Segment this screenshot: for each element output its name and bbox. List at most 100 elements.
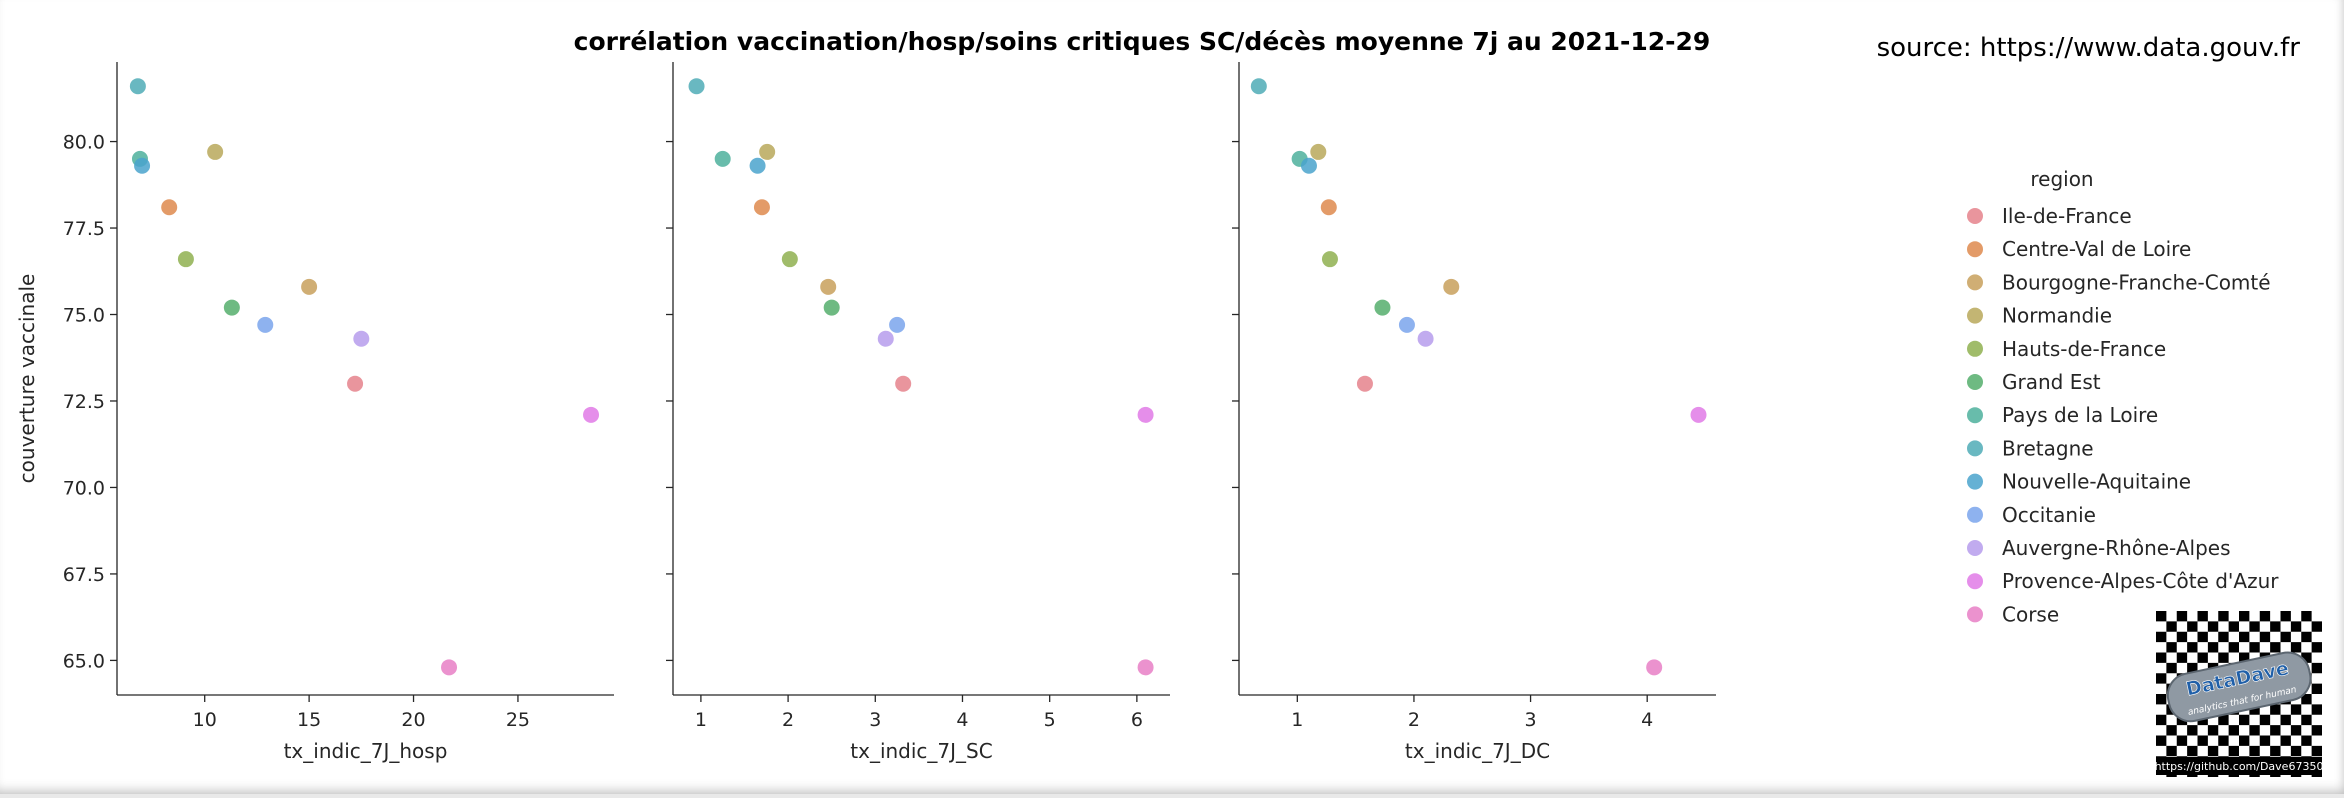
checker-cell [2249, 745, 2260, 757]
x-tick-label: 20 [401, 709, 425, 731]
checker-cell [2156, 735, 2167, 746]
point-bourgogne-franche-comte [820, 278, 837, 295]
checker-cell [2197, 631, 2208, 643]
checker-cell [2187, 621, 2198, 632]
checker-cell [2176, 631, 2188, 643]
point-grand-est [1374, 299, 1391, 316]
legend-label: Pays de la Loire [2002, 403, 2158, 427]
y-tick-label: 65.0 [63, 650, 105, 672]
x-tick-label: 6 [1131, 709, 1143, 731]
y-tick-label: 80.0 [63, 132, 105, 154]
point-occitanie [1398, 316, 1415, 333]
x-axis-label: tx_indic_7J_DC [1405, 739, 1550, 763]
checker-cell [2270, 642, 2281, 653]
legend-item-ile-de-france: Ile-de-France [1967, 204, 2132, 228]
point-bourgogne-franche-comte [1443, 278, 1460, 295]
checker-cell [2270, 725, 2281, 736]
legend-label: Normandie [2002, 304, 2112, 328]
x-tick-label: 15 [297, 709, 321, 731]
legend-item-pays-de-la-loire: Pays de la Loire [1967, 403, 2158, 427]
checker-cell [2301, 694, 2312, 705]
checker-cell [2270, 704, 2281, 715]
legend-marker [1967, 407, 1983, 424]
point-hauts-de-france [781, 251, 798, 268]
checker-cell [2259, 735, 2271, 746]
legend-marker [1967, 307, 1983, 324]
checker-cell [2156, 652, 2167, 663]
checker-cell [2270, 745, 2281, 757]
checker-cell [2301, 611, 2312, 622]
checker-cell [2311, 662, 2322, 674]
checker-cell [2301, 735, 2312, 746]
checker-cell [2166, 642, 2177, 653]
x-tick-label: 4 [956, 709, 968, 731]
checker-cell [2249, 642, 2260, 653]
x-tick-label: 4 [1641, 709, 1653, 731]
legend-label: Occitanie [2002, 503, 2096, 527]
facet-panels: 65.067.570.072.575.077.580.010 15 20 25tx_i… [15, 62, 1716, 763]
checker-cell [2156, 673, 2167, 684]
legend-marker [1967, 340, 1983, 357]
legend-item-corse: Corse [1967, 602, 2059, 626]
y-tick-label: 67.5 [63, 564, 105, 586]
point-occitanie [257, 316, 274, 333]
checker-cell [2311, 621, 2322, 632]
y-tick-label: 72.5 [63, 391, 105, 413]
point-pays-de-la-loire [714, 150, 731, 167]
checker-cell [2218, 611, 2229, 622]
checker-cell [2197, 652, 2208, 663]
point-grand-est [223, 299, 240, 316]
checker-cell [2239, 735, 2250, 746]
point-bourgogne-franche-comte [301, 278, 318, 295]
checker-cell [2166, 725, 2177, 736]
checker-cell [2207, 745, 2219, 757]
checker-cell [2301, 631, 2312, 643]
point-hauts-de-france [1321, 251, 1338, 268]
checker-cell [2301, 714, 2312, 726]
legend-marker [1967, 473, 1983, 490]
point-corse [441, 659, 458, 676]
point-grand-est [823, 299, 840, 316]
point-centre-val-de-loire [161, 199, 178, 216]
logo-url-strip [2156, 757, 2322, 775]
checker-cell [2239, 631, 2250, 643]
panel-3: 1 2 3 4 tx_indic_7J_DC [1232, 62, 1716, 763]
logo-pill [2166, 651, 2312, 723]
checker-cell [2301, 652, 2312, 663]
y-tick-label: 70.0 [63, 477, 105, 499]
checker-cell [2187, 745, 2198, 757]
checker-cell [2187, 662, 2198, 674]
y-axis-label: couverture vaccinale [15, 274, 39, 484]
checker-cell [2228, 745, 2239, 757]
checker-cell [2280, 611, 2291, 622]
checker-cell [2311, 704, 2322, 715]
checker-cell [2280, 631, 2291, 643]
checker-cell [2156, 611, 2167, 622]
checker-cell [2218, 735, 2229, 746]
x-tick-label: 10 [193, 709, 217, 731]
point-ile-de-france [1356, 375, 1373, 392]
x-tick-label: 5 [1044, 709, 1056, 731]
point-provence-alpes-cote-d-azur [583, 406, 600, 423]
legend-label: Provence-Alpes-Côte d'Azur [2002, 569, 2279, 593]
legend: region Ile-de-France Centre-Val de Loire B… [1967, 167, 2279, 626]
point-ile-de-france [895, 375, 912, 392]
legend-marker [1967, 208, 1983, 224]
checker-cell [2207, 725, 2219, 736]
checker-cell [2259, 631, 2271, 643]
checker-cell [2176, 735, 2188, 746]
legend-title: region [2030, 167, 2093, 191]
point-auvergne-rhone-alpes [353, 330, 370, 347]
x-tick-label: 1 [1291, 709, 1303, 731]
legend-item-bourgogne-franche-comte: Bourgogne-Franche-Comté [1967, 270, 2271, 294]
checker-cell [2249, 704, 2260, 715]
checker-cell [2197, 611, 2208, 622]
checker-cell [2228, 621, 2239, 632]
point-nouvelle-aquitaine [749, 157, 766, 174]
legend-marker [1967, 274, 1983, 291]
checker-cell [2280, 735, 2291, 746]
legend-label: Grand Est [2002, 370, 2101, 394]
legend-item-auvergne-rhone-alpes: Auvergne-Rhône-Alpes [1967, 536, 2231, 560]
x-tick-label: 1 [695, 709, 707, 731]
panel-2: 1 2 3 4 5 6 tx_indic_7J_SC [666, 62, 1170, 763]
